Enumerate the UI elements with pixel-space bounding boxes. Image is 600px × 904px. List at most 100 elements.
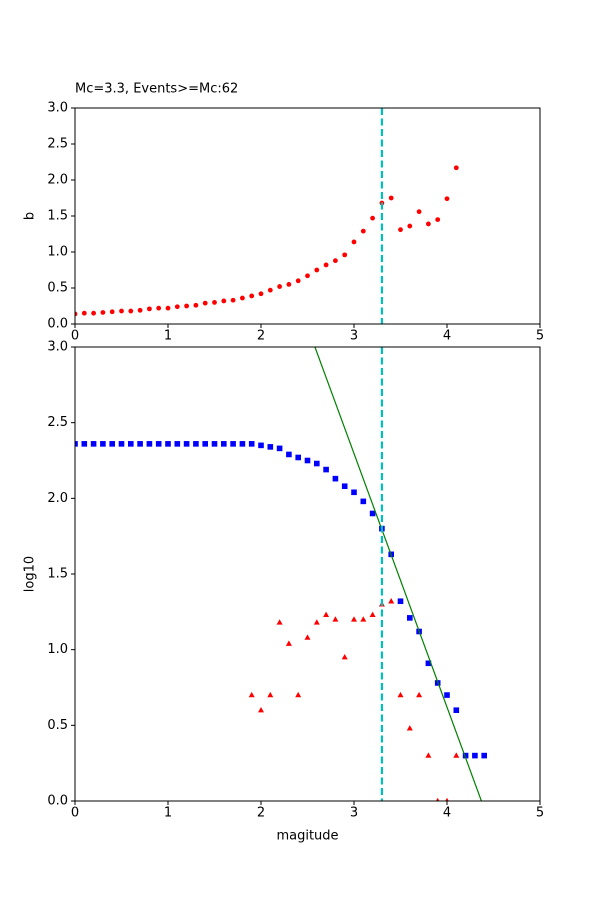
point — [184, 303, 190, 309]
chart-title: Mc=3.3, Events>=Mc:62 — [75, 82, 238, 97]
plot-content — [75, 108, 459, 324]
x-tick-label: 4 — [443, 806, 451, 821]
point — [342, 252, 348, 258]
x-tick-label: 1 — [164, 806, 172, 821]
plot-area — [75, 347, 540, 801]
x-tick-label: 5 — [536, 329, 544, 344]
point — [351, 239, 357, 245]
point — [351, 489, 357, 496]
point — [165, 305, 171, 311]
point — [397, 691, 404, 698]
y-tick-label: 0.0 — [47, 317, 68, 332]
point — [453, 752, 460, 758]
point — [323, 262, 329, 268]
point — [81, 310, 87, 316]
point — [332, 475, 339, 482]
point — [360, 616, 367, 622]
point — [258, 291, 264, 297]
point — [109, 309, 115, 315]
point — [202, 441, 208, 447]
point — [240, 295, 245, 301]
point — [407, 615, 413, 621]
point — [351, 616, 357, 622]
point — [128, 308, 134, 314]
point — [285, 640, 292, 646]
point — [276, 445, 283, 452]
point — [304, 457, 311, 464]
point — [388, 195, 394, 201]
point — [425, 752, 432, 758]
point — [230, 441, 236, 447]
point — [332, 616, 339, 622]
point — [435, 797, 440, 801]
point — [267, 691, 274, 698]
point — [137, 441, 143, 447]
point — [212, 300, 217, 305]
point — [369, 510, 376, 517]
x-tick-label: 3 — [350, 329, 358, 344]
x-axis-label: magitude — [276, 829, 338, 844]
point — [360, 498, 367, 505]
point — [75, 441, 78, 447]
point — [453, 165, 459, 171]
y-tick-label: 0.5 — [47, 281, 68, 296]
subplot: 0 1 2 3 4 5 0.0 0.5 1.0 1.5 2.0 2.5 3.0 log10 magitude — [23, 340, 545, 844]
point — [444, 196, 450, 202]
point — [360, 228, 366, 234]
point — [249, 293, 255, 299]
point — [453, 707, 460, 713]
plot-content — [75, 347, 487, 801]
x-tick-label: 0 — [71, 806, 79, 821]
point — [230, 297, 236, 303]
y-tick-label: 1.0 — [47, 245, 68, 260]
point — [267, 287, 273, 293]
point — [202, 300, 208, 306]
fit-line — [314, 347, 482, 801]
point — [193, 302, 199, 308]
point — [435, 217, 441, 223]
point — [156, 305, 162, 311]
point — [211, 441, 218, 447]
point — [323, 466, 329, 473]
point — [286, 451, 292, 458]
y-tick-label: 1.5 — [47, 567, 68, 582]
point — [444, 692, 450, 698]
y-tick-label: 1.5 — [47, 209, 68, 224]
point — [295, 278, 301, 284]
point — [248, 691, 255, 698]
y-tick-label: 3.0 — [47, 101, 68, 116]
y-tick-label: 0.0 — [47, 794, 68, 809]
point — [91, 310, 96, 316]
subplot: 0 1 2 3 4 5 0.0 0.5 1.0 1.5 2.0 2.5 3.0 Mc=3.3, Event… — [23, 82, 545, 344]
point — [445, 797, 449, 801]
point — [341, 483, 348, 490]
y-tick-label: 2.5 — [47, 137, 68, 152]
x-tick-label: 4 — [443, 329, 451, 344]
point — [304, 634, 311, 640]
point — [305, 273, 310, 279]
point — [147, 306, 152, 312]
x-tick-label: 1 — [164, 329, 172, 344]
point — [221, 441, 227, 447]
point — [426, 221, 431, 227]
y-tick-label: 2.5 — [47, 415, 68, 430]
point — [137, 307, 143, 313]
point — [81, 441, 88, 447]
point — [100, 310, 106, 315]
y-tick-label: 3.0 — [47, 340, 68, 355]
y-tick-label: 2.0 — [47, 491, 68, 506]
point — [267, 444, 274, 450]
point — [100, 441, 106, 447]
point — [295, 691, 302, 698]
point — [239, 441, 246, 447]
point — [323, 611, 330, 618]
point — [416, 691, 423, 698]
point — [286, 282, 292, 287]
x-tick-label: 0 — [71, 329, 79, 344]
point — [369, 611, 376, 618]
y-axis-label: b — [23, 212, 38, 220]
x-tick-label: 2 — [257, 329, 265, 344]
point — [174, 304, 180, 310]
y-tick-label: 2.0 — [47, 173, 68, 188]
